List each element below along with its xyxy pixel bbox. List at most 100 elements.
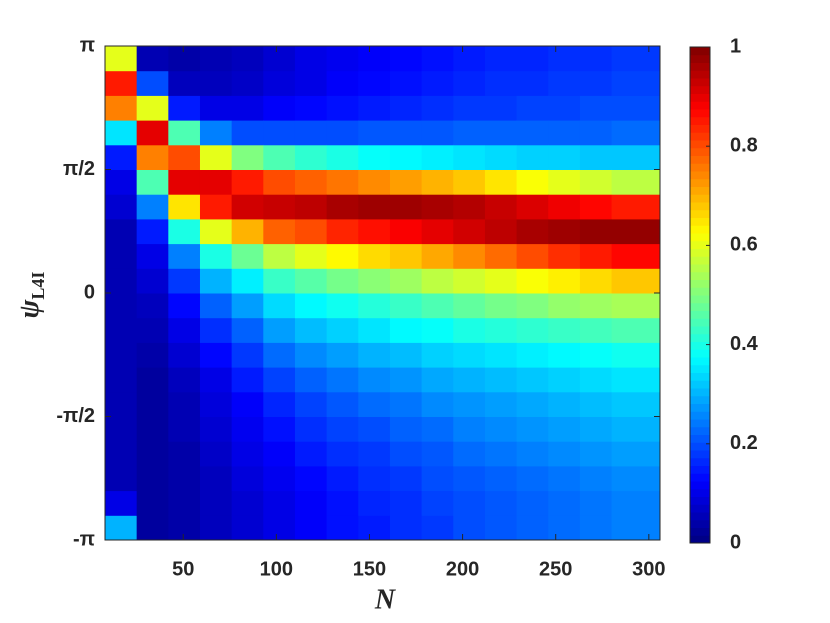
heatmap-cell — [105, 293, 138, 319]
heatmap-cell — [453, 120, 486, 146]
heatmap-cell — [199, 317, 233, 343]
heatmap-cell — [484, 317, 518, 343]
colorbar-swatch — [690, 155, 710, 164]
heatmap-cell — [421, 490, 454, 516]
heatmap-cell — [358, 391, 391, 417]
heatmap-cell — [453, 218, 486, 245]
heatmap-cell — [105, 70, 138, 96]
heatmap-cell — [579, 95, 613, 121]
heatmap-cell — [168, 515, 201, 541]
heatmap-cell — [199, 367, 233, 393]
heatmap-cell — [389, 194, 423, 220]
heatmap-cell — [484, 465, 518, 492]
heatmap-cell — [358, 342, 391, 368]
heatmap-cell — [484, 243, 518, 269]
heatmap-cell — [199, 194, 233, 220]
heatmap-cell — [294, 95, 328, 121]
heatmap-cell — [294, 268, 328, 294]
colorbar-frame — [689, 46, 711, 544]
heatmap-cell — [326, 218, 359, 245]
heatmap-cell — [611, 120, 661, 146]
heatmap-cell — [168, 194, 201, 220]
heatmap-cell — [484, 144, 518, 170]
x-tick-label: 300 — [632, 558, 665, 580]
heatmap-cell — [389, 465, 423, 492]
heatmap-cell — [548, 194, 581, 220]
heatmap-cell — [231, 169, 264, 195]
heatmap-cell — [231, 416, 264, 442]
heatmap-cell — [453, 293, 486, 319]
heatmap-cell — [136, 218, 169, 245]
heatmap-cell — [611, 243, 661, 269]
heatmap-cell — [168, 144, 201, 170]
heatmap-cell — [611, 342, 661, 368]
heatmap-cell — [484, 194, 518, 220]
heatmap-cell — [548, 293, 581, 319]
heatmap-cell — [421, 218, 454, 245]
heatmap-cell — [168, 293, 201, 319]
heatmap-cell — [611, 416, 661, 442]
heatmap-cell — [579, 391, 613, 417]
heatmap-cell — [326, 70, 359, 96]
heatmap-cell — [105, 416, 138, 442]
colorbar-swatch — [690, 248, 710, 257]
heatmap-cell — [294, 243, 328, 269]
heatmap-cell — [358, 95, 391, 121]
colorbar-swatch — [690, 147, 710, 156]
heatmap-cell — [484, 268, 518, 294]
heatmap-cell — [484, 293, 518, 319]
heatmap-cell — [579, 515, 613, 541]
heatmap-cell — [453, 194, 486, 220]
heatmap-cell — [263, 293, 296, 319]
heatmap-cell — [389, 515, 423, 541]
heatmap-cell — [548, 490, 581, 516]
heatmap-cell — [421, 144, 454, 170]
heatmap-cell — [263, 243, 296, 269]
colorbar-swatch — [690, 496, 710, 505]
colorbar-swatch — [690, 116, 710, 125]
heatmap-cell — [136, 367, 169, 393]
heatmap-cell — [548, 268, 581, 294]
heatmap-cell — [294, 293, 328, 319]
heatmap-cell — [484, 218, 518, 245]
heatmap-cell — [453, 243, 486, 269]
heatmap-cell — [548, 70, 581, 96]
colorbar-swatch — [690, 202, 710, 211]
heatmap-cell — [453, 391, 486, 417]
heatmap-cell — [421, 515, 454, 541]
heatmap-cell — [199, 391, 233, 417]
colorbar-swatch — [690, 132, 710, 141]
heatmap-cell — [168, 243, 201, 269]
heatmap-cell — [105, 95, 138, 121]
heatmap-cell — [231, 367, 264, 393]
heatmap-cell — [105, 317, 138, 343]
heatmap-cell — [105, 342, 138, 368]
heatmap-cell — [231, 243, 264, 269]
heatmap-cell — [358, 490, 391, 516]
heatmap-cell — [611, 391, 661, 417]
heatmap-cell — [136, 441, 169, 467]
y-tick-label: -π/2 — [56, 405, 95, 427]
colorbar-swatch — [690, 302, 710, 311]
heatmap-cell — [611, 515, 661, 541]
colorbar-swatch — [690, 364, 710, 373]
colorbar-swatch — [690, 434, 710, 443]
heatmap-cell — [389, 490, 423, 516]
colorbar-swatch — [690, 295, 710, 304]
heatmap-cell — [421, 95, 454, 121]
heatmap-cell — [136, 268, 169, 294]
heatmap-cell — [199, 243, 233, 269]
heatmap-cell — [358, 293, 391, 319]
heatmap-cell — [453, 515, 486, 541]
x-tick-label: 100 — [260, 558, 293, 580]
heatmap-cell — [136, 391, 169, 417]
y-tick-label: -π — [73, 528, 95, 550]
heatmap-cell — [168, 317, 201, 343]
colorbar-swatch — [690, 279, 710, 288]
heatmap-cell — [263, 465, 296, 492]
colorbar-swatch — [690, 93, 710, 102]
heatmap-cell — [294, 515, 328, 541]
heatmap-cell — [168, 95, 201, 121]
heatmap-cell — [294, 317, 328, 343]
y-tick-label: π — [80, 34, 95, 56]
